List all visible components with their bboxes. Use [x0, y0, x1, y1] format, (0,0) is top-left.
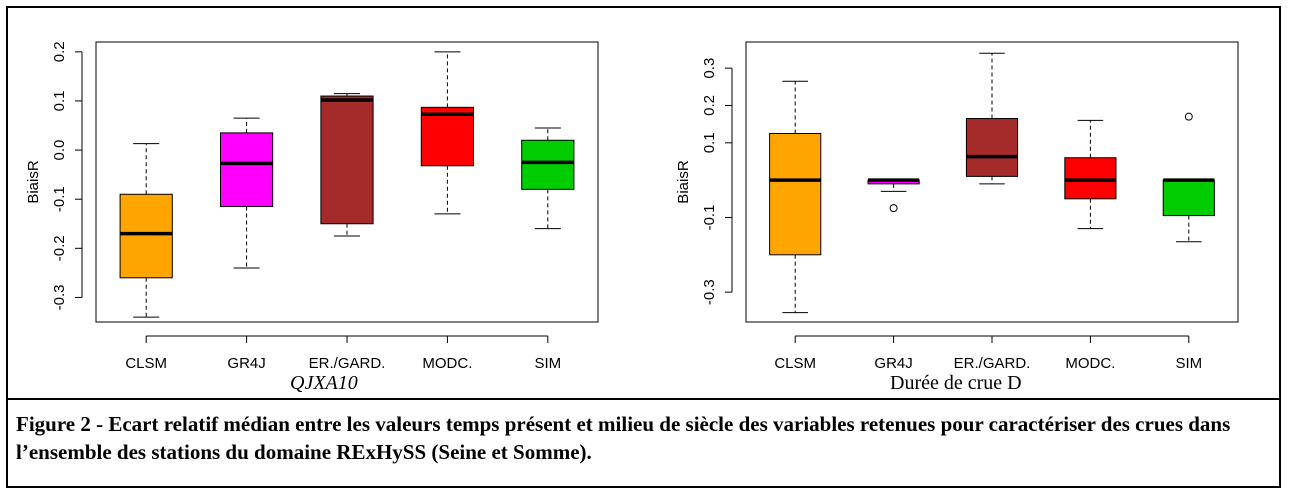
box-er-gard — [320, 93, 374, 237]
y-tick-label: 0.3 — [701, 58, 718, 79]
y-tick-label: -0.1 — [701, 205, 718, 231]
box-modc — [1064, 119, 1117, 230]
y-axis-label: BiaisR — [25, 160, 42, 204]
box-gr4j — [867, 178, 920, 213]
caption-divider — [6, 398, 1281, 400]
y-tick-label: 0.0 — [51, 140, 68, 161]
x-tick-label-er-gard: ER./GARD. — [954, 355, 1031, 370]
box-clsm — [119, 143, 173, 318]
y-tick-label: -0.3 — [701, 279, 718, 305]
y-tick-label: 0.2 — [701, 95, 718, 116]
y-tick-label: -0.2 — [51, 235, 68, 261]
outlier-point — [1184, 112, 1193, 121]
box-body — [769, 132, 822, 256]
outlier-point — [889, 204, 898, 213]
box-body — [320, 95, 374, 225]
x-tick-label-clsm: CLSM — [125, 355, 167, 370]
box-body — [420, 106, 475, 167]
y-tick-label: 0.1 — [51, 91, 68, 112]
y-axis-label: BiaisR — [675, 160, 692, 204]
panel-caption-right: Durée de crue D — [890, 372, 1022, 394]
boxplot-duree-de-crue: -0.3 -0.1 0.1 0.2 0.3 BiaisR CLSM GR4J ER./GARD.… — [675, 41, 1239, 370]
y-tick-label: -0.1 — [51, 186, 68, 212]
x-tick-label-sim: SIM — [534, 355, 561, 370]
box-body — [219, 132, 274, 208]
figure-frame — [6, 6, 1281, 488]
box-body — [965, 118, 1019, 177]
x-tick-label-gr4j: GR4J — [874, 355, 912, 370]
panel-caption-left: QJXA10 — [290, 372, 358, 394]
plot-area — [95, 41, 599, 323]
x-tick-label-sim: SIM — [1175, 355, 1202, 370]
boxplot-qjxa10: -0.3 -0.2 -0.1 0.0 0.1 0.2 BiaisR CLSM GR4J ER./G… — [25, 41, 599, 370]
box-body — [521, 139, 575, 190]
box-er-gard — [965, 52, 1019, 185]
y-tick-label: 0.2 — [51, 41, 68, 62]
box-clsm — [769, 80, 822, 314]
box-body — [119, 193, 173, 279]
box-modc — [420, 51, 475, 215]
y-tick-label: 0.1 — [701, 132, 718, 153]
y-tick-label: -0.3 — [51, 285, 68, 311]
box-body — [1064, 157, 1117, 200]
figure-caption: Figure 2 - Ecart relatif médian entre le… — [16, 412, 1231, 464]
box-body — [1162, 179, 1215, 217]
box-gr4j — [219, 117, 274, 269]
box-sim — [1162, 112, 1215, 243]
box-sim — [521, 127, 575, 230]
x-tick-label-gr4j: GR4J — [227, 355, 265, 370]
x-tick-label-modc: MODC. — [1065, 355, 1115, 370]
x-tick-label-modc: MODC. — [422, 355, 472, 370]
plot-area — [745, 41, 1239, 323]
x-tick-label-er-gard: ER./GARD. — [309, 355, 386, 370]
x-tick-label-clsm: CLSM — [774, 355, 816, 370]
